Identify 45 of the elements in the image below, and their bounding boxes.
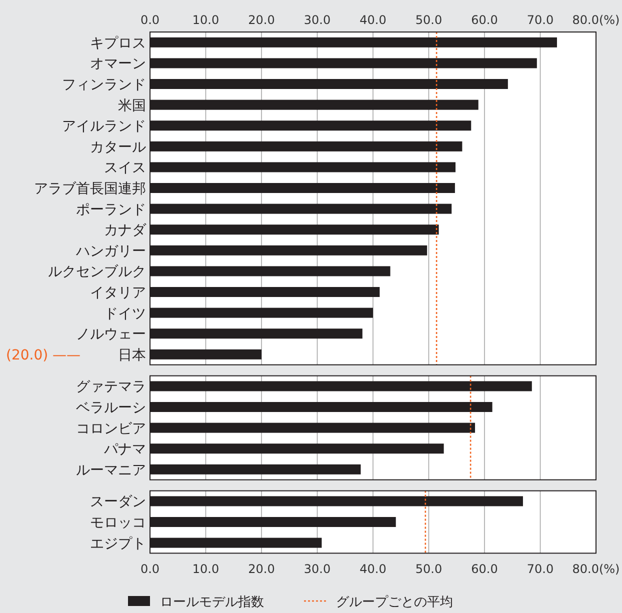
y-tick-label: ドイツ [104, 306, 146, 322]
x-tick-label: 70.0 [526, 13, 554, 27]
y-tick-label: コロンビア [76, 420, 146, 437]
x-tick-label: 60.0 [471, 13, 498, 27]
x-tick-label: 70.0 [526, 562, 554, 576]
y-tick-label: ルーマニア [76, 462, 146, 478]
y-tick-label: 米国 [118, 98, 146, 114]
y-tick-label: グァテマラ [76, 379, 146, 396]
y-tick-label: アラブ首長国連邦 [34, 181, 146, 197]
x-tick-label: 40.0 [360, 562, 386, 576]
y-tick-label: イタリア [90, 285, 146, 301]
x-tick-label: 10.0 [192, 13, 220, 27]
y-tick-label: カタール [90, 139, 146, 156]
x-tick-label: 0.0 [140, 13, 160, 27]
x-tick-label: 50.0 [415, 562, 442, 576]
x-tick-label: 50.0 [415, 13, 442, 27]
text: (20.0) —— [6, 347, 81, 364]
y-tick-label: モロッコ [90, 515, 146, 531]
y-tick-label: 日本 [118, 347, 146, 364]
x-tick-label: 60.0 [471, 562, 498, 576]
y-tick-label: オマーン [90, 56, 146, 72]
y-tick-label: カナダ [104, 222, 147, 239]
y-tick-label: ルクセンブルク [48, 264, 146, 280]
y-tick-label: ベラルーシ [76, 400, 146, 416]
y-tick-label: スーダン [90, 494, 146, 510]
legend-label: グループごとの平均 [336, 595, 453, 610]
y-tick-label: スイス [104, 160, 146, 176]
x-tick-label: 10.0 [192, 562, 220, 576]
x-tick-label: 20.0 [248, 13, 275, 27]
x-tick-label: 40.0 [360, 13, 386, 27]
y-tick-label: ノルウェー [76, 326, 146, 343]
y-tick-label: ハンガリー [75, 243, 146, 260]
x-tick-label: 0.0 [140, 562, 160, 576]
x-tick-label: 30.0 [304, 562, 331, 576]
y-tick-label: パナマ [103, 442, 146, 458]
x-tick-label: 80.0(%) [572, 13, 620, 27]
x-tick-label: 20.0 [248, 562, 275, 576]
legend-label: ロールモデル指数 [160, 595, 264, 610]
y-tick-label: キプロス [90, 35, 146, 52]
y-tick-label: ポーランド [76, 202, 146, 218]
y-tick-label: アイルランド [62, 118, 146, 135]
y-tick-label: エジプト [90, 536, 146, 552]
y-tick-label: フィンランド [62, 77, 146, 93]
x-tick-label: 80.0(%) [572, 562, 620, 576]
x-tick-label: 30.0 [304, 13, 331, 27]
